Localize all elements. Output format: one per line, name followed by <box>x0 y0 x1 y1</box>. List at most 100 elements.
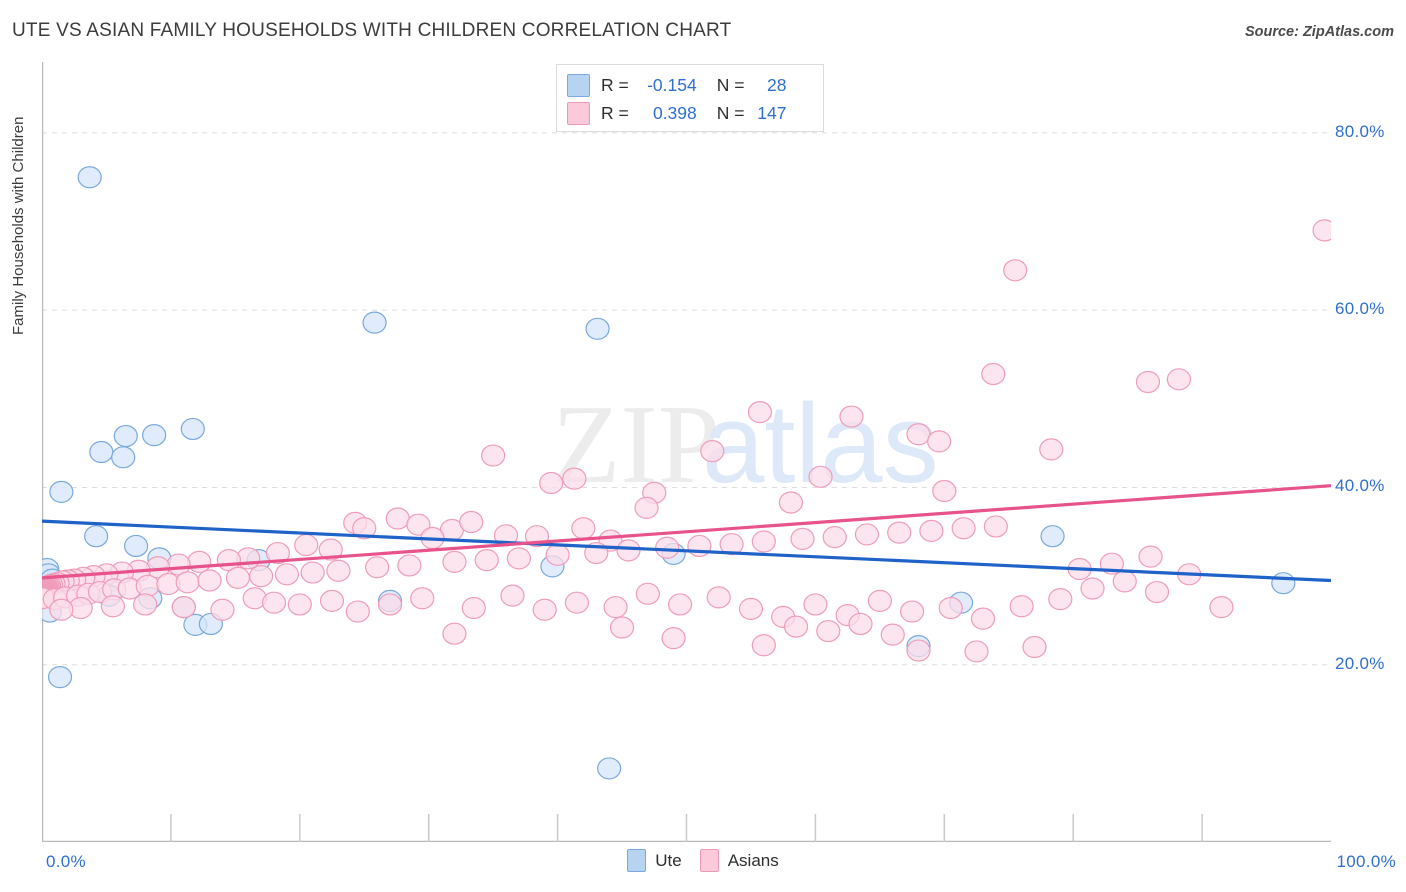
data-point[interactable] <box>751 530 776 553</box>
data-point[interactable] <box>1022 635 1047 659</box>
data-point[interactable] <box>175 571 200 594</box>
data-point[interactable] <box>111 446 136 469</box>
data-point[interactable] <box>585 317 610 340</box>
data-point[interactable] <box>603 596 628 619</box>
data-point[interactable] <box>294 533 319 557</box>
data-point[interactable] <box>1138 545 1163 568</box>
data-point[interactable] <box>100 595 125 618</box>
data-point[interactable] <box>597 757 622 780</box>
data-point[interactable] <box>539 471 564 495</box>
data-point[interactable] <box>803 593 828 616</box>
data-point[interactable] <box>738 597 764 620</box>
data-point[interactable] <box>397 554 422 577</box>
data-point[interactable] <box>352 517 377 540</box>
data-point[interactable] <box>927 430 952 453</box>
data-point[interactable] <box>951 517 976 540</box>
data-point[interactable] <box>1048 588 1073 611</box>
data-point[interactable] <box>474 549 499 572</box>
data-point[interactable] <box>634 496 659 519</box>
data-point[interactable] <box>938 596 963 620</box>
data-point[interactable] <box>89 440 114 464</box>
data-point[interactable] <box>983 515 1008 538</box>
legend-item-asians[interactable]: Asians <box>699 849 779 872</box>
data-point[interactable] <box>287 593 312 616</box>
data-point[interactable] <box>135 574 160 597</box>
data-point[interactable] <box>1039 438 1064 461</box>
data-point[interactable] <box>970 607 996 630</box>
data-point[interactable] <box>816 619 841 643</box>
data-point[interactable] <box>822 525 847 549</box>
data-point[interactable] <box>839 405 864 428</box>
data-point[interactable] <box>887 521 912 544</box>
data-point[interactable] <box>362 311 387 334</box>
data-point[interactable] <box>345 600 370 623</box>
data-point[interactable] <box>49 480 74 503</box>
data-point[interactable] <box>506 547 532 570</box>
legend-item-ute[interactable]: Ute <box>627 849 682 872</box>
data-point[interactable] <box>919 519 944 542</box>
data-point[interactable] <box>1209 596 1234 619</box>
data-point[interactable] <box>49 598 74 621</box>
data-point[interactable] <box>545 543 570 566</box>
scatter-plot-area[interactable]: ZIP atlas <box>42 62 1331 842</box>
data-point[interactable] <box>300 561 325 584</box>
data-point[interactable] <box>500 584 525 607</box>
data-point[interactable] <box>635 582 660 605</box>
data-point[interactable] <box>1312 219 1331 242</box>
data-point[interactable] <box>747 401 773 424</box>
data-point[interactable] <box>249 564 274 588</box>
data-point[interactable] <box>77 166 102 189</box>
data-point[interactable] <box>461 596 486 620</box>
data-point[interactable] <box>564 591 590 614</box>
data-point[interactable] <box>719 533 744 556</box>
data-point[interactable] <box>655 536 680 559</box>
data-point[interactable] <box>377 593 403 616</box>
data-point[interactable] <box>261 591 287 614</box>
data-point[interactable] <box>265 541 290 565</box>
data-point[interactable] <box>171 596 196 619</box>
data-point[interactable] <box>867 589 892 613</box>
data-point[interactable] <box>1040 525 1065 548</box>
data-point[interactable] <box>180 417 205 441</box>
data-point[interactable] <box>84 525 109 548</box>
data-point[interactable] <box>1009 595 1034 618</box>
data-point[interactable] <box>442 550 467 574</box>
data-point[interactable] <box>1135 370 1161 394</box>
data-point[interactable] <box>906 639 931 662</box>
data-point[interactable] <box>706 586 731 609</box>
data-point[interactable] <box>616 539 641 562</box>
data-point[interactable] <box>700 440 725 463</box>
data-point[interactable] <box>778 491 804 514</box>
data-point[interactable] <box>442 622 467 645</box>
data-point[interactable] <box>667 593 693 616</box>
data-point[interactable] <box>1166 368 1191 391</box>
data-point[interactable] <box>661 627 686 650</box>
data-point[interactable] <box>751 634 776 657</box>
data-point[interactable] <box>318 538 343 561</box>
data-point[interactable] <box>142 424 167 447</box>
data-point[interactable] <box>210 598 235 621</box>
data-point[interactable] <box>532 598 557 621</box>
data-point[interactable] <box>410 587 435 610</box>
data-point[interactable] <box>406 513 431 536</box>
data-point[interactable] <box>1080 577 1105 600</box>
data-point[interactable] <box>783 615 809 638</box>
data-point[interactable] <box>1271 572 1296 595</box>
data-point[interactable] <box>562 467 587 490</box>
data-point[interactable] <box>133 593 158 616</box>
data-point[interactable] <box>964 640 989 663</box>
data-point[interactable] <box>187 550 212 574</box>
data-point[interactable] <box>609 616 635 639</box>
data-point[interactable] <box>854 523 880 546</box>
data-point[interactable] <box>113 424 138 448</box>
data-point[interactable] <box>932 479 957 503</box>
data-point[interactable] <box>365 556 390 579</box>
data-point[interactable] <box>1144 580 1170 604</box>
data-point[interactable] <box>225 566 251 589</box>
data-point[interactable] <box>197 569 222 592</box>
data-point[interactable] <box>1003 259 1028 282</box>
data-point[interactable] <box>790 527 815 550</box>
data-point[interactable] <box>481 444 506 467</box>
data-point[interactable] <box>459 510 484 534</box>
data-point[interactable] <box>274 563 300 586</box>
